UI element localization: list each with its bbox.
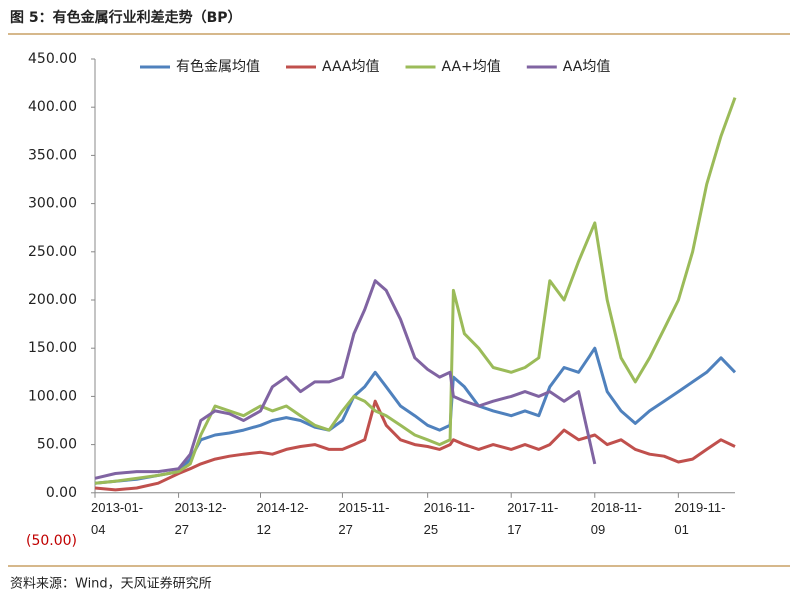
y-tick-label: 150.00: [28, 340, 77, 356]
legend-label: AAA均值: [322, 59, 380, 75]
y-tick-label: 300.00: [28, 196, 77, 212]
series-line: [94, 399, 736, 492]
y-tick-label: 400.00: [28, 99, 77, 115]
series-line: [94, 346, 737, 485]
y-tick-label: 450.00: [28, 51, 77, 67]
y-tick-label: 50.00: [37, 437, 77, 453]
chart-title: 图 5：有色金属行业利差走势（BP）: [10, 9, 242, 26]
x-tick-label: 2019-11-01: [674, 499, 726, 537]
legend-label: 有色金属均值: [176, 58, 260, 75]
legend-label: AA+均值: [442, 59, 501, 75]
x-tick-label: 2014-12-12: [256, 499, 309, 537]
x-tick-label: 2013-12-27: [174, 499, 227, 537]
x-tick-label: 2017-11-17: [507, 499, 559, 537]
source-note: 资料来源：Wind，天风证券研究所: [10, 576, 212, 592]
x-tick-label: 2018-11-09: [590, 499, 642, 537]
y-tick-label: (50.00): [26, 533, 77, 549]
y-tick-label: 350.00: [28, 147, 77, 163]
y-tick-label: 250.00: [28, 244, 77, 260]
x-tick-label: 2013-01-04: [91, 499, 144, 537]
y-tick-label: 100.00: [28, 388, 77, 404]
series-line: [94, 279, 597, 480]
y-tick-label: 0.00: [46, 485, 77, 501]
x-tick-label: 2016-11-25: [423, 499, 475, 537]
y-tick-label: 200.00: [28, 292, 77, 308]
legend-label: AA均值: [563, 59, 611, 75]
x-tick-label: 2015-11-27: [338, 499, 390, 537]
series-line: [94, 97, 737, 485]
